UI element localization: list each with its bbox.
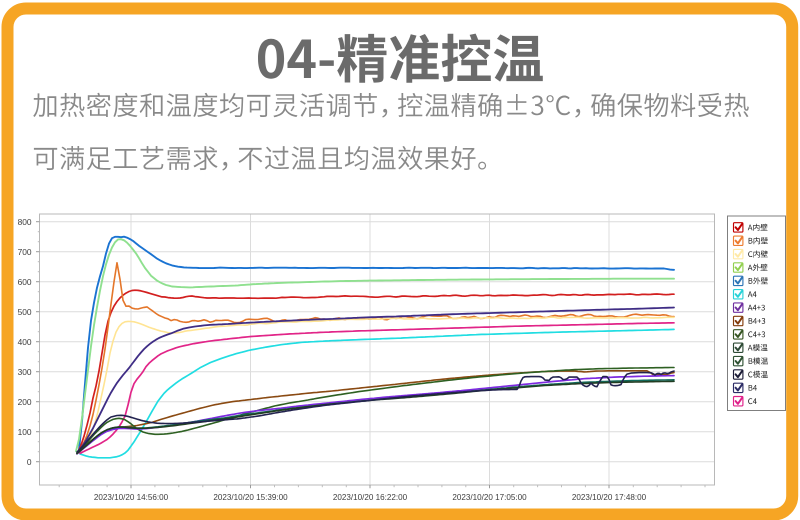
svg-text:2023/10/20 15:39:00: 2023/10/20 15:39:00 (213, 493, 288, 502)
svg-text:2023/10/20 17:48:00: 2023/10/20 17:48:00 (572, 493, 647, 502)
svg-text:400: 400 (18, 337, 32, 347)
svg-text:0: 0 (27, 457, 32, 467)
svg-text:600: 600 (18, 277, 32, 287)
svg-text:500: 500 (18, 307, 32, 317)
svg-text:200: 200 (18, 397, 32, 407)
svg-text:2023/10/20 16:22:00: 2023/10/20 16:22:00 (333, 493, 408, 502)
svg-text:2023/10/20 14:56:00: 2023/10/20 14:56:00 (94, 493, 169, 502)
svg-text:2023/10/20 17:05:00: 2023/10/20 17:05:00 (452, 493, 527, 502)
svg-text:700: 700 (18, 247, 32, 257)
svg-text:300: 300 (18, 367, 32, 377)
svg-text:100: 100 (18, 427, 32, 437)
svg-text:800: 800 (18, 217, 32, 227)
